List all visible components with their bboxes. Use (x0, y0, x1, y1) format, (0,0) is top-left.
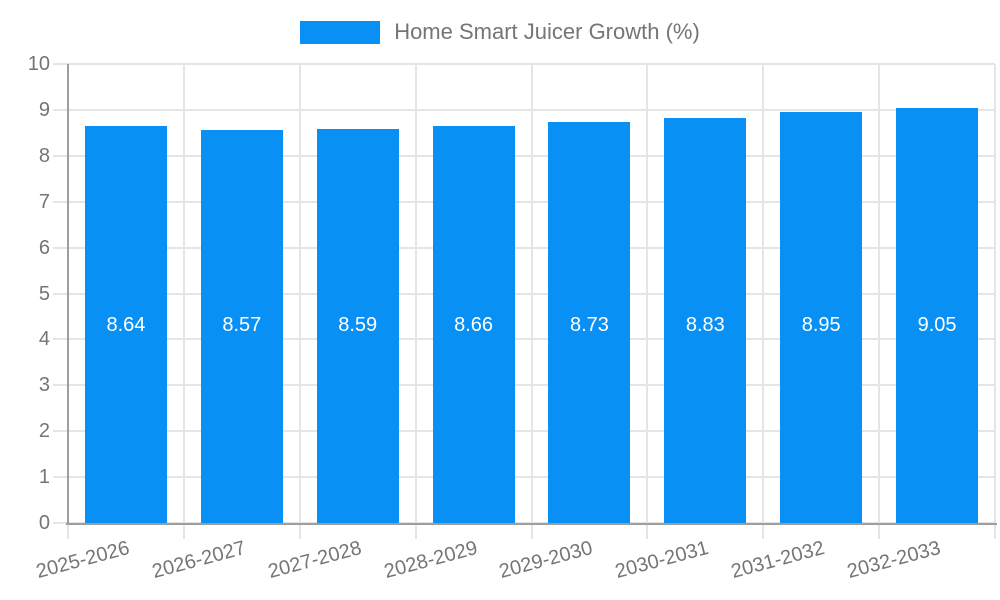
gridline-vertical (994, 64, 996, 539)
bar-value-label: 8.59 (338, 314, 378, 336)
y-tick-label: 5 (38, 282, 50, 305)
gridline-horizontal (53, 246, 995, 249)
gridline-horizontal (53, 292, 995, 295)
gridline-vertical (878, 64, 881, 539)
y-tick-label: 0 (38, 512, 50, 534)
gridline-vertical (182, 64, 185, 539)
bar: 8.95 (780, 112, 863, 523)
bar-value-label: 8.57 (222, 314, 262, 336)
y-tick-label: 2 (38, 420, 50, 443)
y-tick-label: 9 (38, 98, 50, 121)
bar: 8.57 (200, 129, 283, 523)
y-tick-label: 3 (38, 374, 50, 397)
bar: 8.73 (548, 122, 631, 523)
bar: 8.66 (432, 125, 515, 523)
bar-value-label: 8.95 (801, 314, 841, 336)
bar-value-label: 8.64 (106, 314, 146, 336)
bar: 8.64 (84, 126, 167, 523)
gridline-vertical (298, 64, 301, 539)
x-axis-line (66, 523, 997, 525)
y-tick-label: 10 (27, 53, 50, 75)
gridline-horizontal (53, 200, 995, 203)
bar-value-label: 9.05 (917, 314, 957, 336)
gridline-horizontal (53, 338, 995, 341)
bar: 8.59 (316, 128, 399, 523)
bar-value-label: 8.83 (685, 314, 725, 336)
gridline-horizontal (53, 430, 995, 433)
gridline-horizontal (53, 63, 995, 65)
plot-area: 0 1 2 3 4 5 6 7 8 9 10 8.64 8.57 8.59 8.66 8.73 8.83 8.95… (28, 53, 997, 583)
gridline-vertical (530, 64, 533, 539)
gridline-horizontal (53, 108, 995, 111)
gridline-horizontal (53, 384, 995, 387)
legend: Home Smart Juicer Growth (%) (0, 19, 1000, 45)
y-tick-label: 4 (38, 328, 50, 351)
legend-swatch (300, 20, 381, 44)
y-tick-label: 8 (38, 144, 50, 167)
y-tick-label: 7 (38, 190, 50, 213)
gridline-vertical (414, 64, 417, 539)
y-tick-label: 1 (38, 466, 50, 489)
gridline-horizontal (53, 154, 995, 157)
bar: 8.83 (664, 117, 747, 523)
bar-value-label: 8.66 (454, 314, 494, 336)
y-tick-label: 6 (38, 236, 50, 259)
gridline-vertical (762, 64, 765, 539)
gridline-vertical (646, 64, 649, 539)
bar: 9.05 (896, 107, 979, 523)
gridline-horizontal (53, 476, 995, 479)
bar-value-label: 8.73 (569, 314, 609, 336)
y-axis-line (67, 64, 69, 523)
legend-label: Home Smart Juicer Growth (%) (394, 19, 700, 44)
